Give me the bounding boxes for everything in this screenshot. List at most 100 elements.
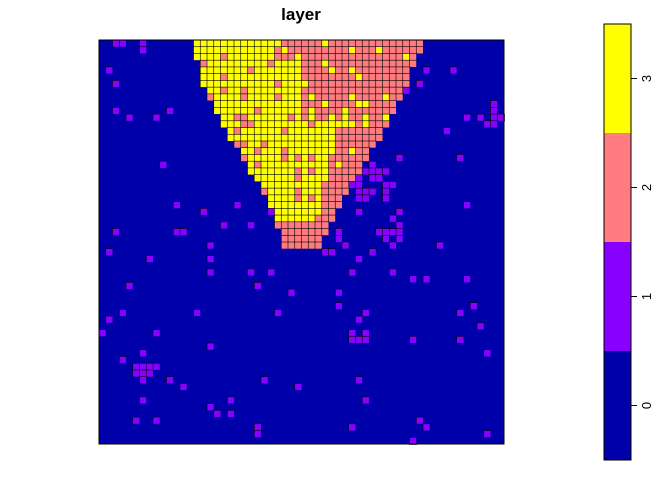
- raster-cell-class-0: [267, 356, 275, 364]
- raster-cell-class-0: [220, 201, 228, 209]
- raster-cell-class-2: [294, 228, 303, 237]
- raster-cell-class-0: [321, 329, 329, 337]
- raster-cell-class-0: [490, 188, 498, 196]
- raster-cell-class-0: [288, 383, 296, 391]
- raster-cell-class-0: [227, 356, 235, 364]
- raster-cell-class-0: [423, 100, 431, 108]
- raster-cell-class-0: [207, 316, 215, 324]
- raster-cell-class-3: [287, 147, 296, 156]
- raster-cell-class-0: [477, 356, 485, 364]
- raster-cell-class-0: [490, 343, 498, 351]
- raster-cell-class-0: [396, 262, 404, 270]
- raster-cell-class-0: [213, 363, 221, 371]
- raster-cell-class-0: [119, 201, 127, 209]
- raster-cell-class-0: [369, 201, 377, 209]
- raster-cell-class-0: [180, 107, 188, 115]
- raster-cell-class-0: [261, 369, 269, 378]
- raster-cell-class-0: [99, 343, 107, 351]
- raster-cell-class-2: [233, 127, 242, 136]
- raster-cell-class-0: [173, 120, 181, 129]
- raster-cell-class-0: [146, 228, 154, 236]
- raster-cell-class-0: [423, 107, 431, 115]
- raster-cell-class-0: [200, 363, 208, 371]
- raster-cell-class-0: [294, 255, 302, 263]
- raster-cell-class-0: [126, 396, 134, 405]
- raster-cell-class-1: [395, 208, 404, 216]
- raster-cell-class-0: [443, 289, 451, 297]
- raster-cell-class-0: [328, 316, 336, 324]
- raster-cell-class-0: [119, 322, 127, 331]
- raster-cell-class-2: [321, 53, 330, 62]
- raster-cell-class-2: [355, 86, 364, 95]
- raster-cell-class-0: [436, 46, 444, 54]
- raster-cell-class-1: [395, 234, 404, 243]
- raster-cell-class-0: [443, 147, 451, 155]
- raster-cell-class-0: [139, 167, 147, 176]
- raster-cell-class-0: [389, 396, 397, 405]
- raster-cell-class-0: [213, 235, 221, 243]
- raster-cell-class-0: [227, 201, 235, 209]
- raster-cell-class-2: [355, 59, 364, 68]
- raster-cell-class-0: [153, 221, 161, 230]
- raster-cell-class-0: [443, 73, 451, 81]
- raster-cell-class-0: [355, 423, 363, 432]
- raster-cell-class-2: [395, 93, 404, 102]
- raster-cell-class-0: [132, 228, 140, 236]
- raster-cell-class-0: [389, 390, 397, 398]
- raster-cell-class-0: [315, 322, 323, 331]
- raster-cell-class-0: [423, 53, 431, 61]
- raster-cell-class-0: [173, 174, 181, 182]
- raster-cell-class-0: [99, 215, 107, 223]
- raster-cell-class-0: [436, 201, 444, 209]
- raster-cell-class-0: [483, 134, 491, 142]
- raster-cell-class-0: [119, 154, 127, 162]
- raster-cell-class-0: [105, 423, 113, 432]
- raster-cell-class-0: [382, 423, 390, 432]
- raster-cell-class-3: [253, 73, 262, 82]
- raster-cell-class-2: [314, 234, 323, 243]
- raster-cell-class-0: [443, 215, 451, 223]
- raster-cell-class-2: [301, 107, 310, 115]
- raster-cell-class-0: [436, 80, 444, 88]
- raster-cell-class-0: [362, 363, 370, 371]
- raster-cell-class-1: [334, 302, 343, 311]
- raster-cell-class-0: [180, 369, 188, 378]
- raster-cell-class-0: [254, 215, 262, 223]
- raster-cell-class-3: [267, 181, 276, 189]
- raster-cell-class-0: [342, 201, 350, 209]
- raster-cell-class-0: [477, 289, 485, 297]
- raster-cell-class-0: [281, 369, 289, 378]
- raster-cell-class-0: [153, 390, 161, 398]
- raster-cell-class-2: [301, 73, 310, 82]
- raster-cell-class-0: [146, 403, 154, 411]
- raster-cell-class-3: [260, 120, 269, 129]
- raster-cell-class-0: [153, 40, 161, 48]
- raster-cell-class-0: [423, 221, 431, 230]
- raster-cell-class-3: [314, 174, 323, 183]
- raster-cell-class-0: [173, 127, 181, 135]
- raster-cell-class-0: [315, 349, 323, 357]
- raster-cell-class-0: [402, 134, 410, 142]
- raster-cell-class-0: [443, 167, 451, 176]
- raster-cell-class-0: [315, 289, 323, 297]
- raster-cell-class-0: [369, 369, 377, 378]
- raster-cell-class-0: [105, 87, 113, 95]
- raster-cell-class-0: [409, 181, 417, 189]
- raster-cell-class-0: [443, 161, 451, 169]
- raster-cell-class-2: [375, 39, 384, 48]
- raster-cell-class-0: [450, 147, 458, 155]
- raster-cell-class-3: [314, 154, 323, 163]
- raster-cell-class-0: [139, 309, 147, 317]
- raster-cell-class-0: [463, 134, 471, 142]
- raster-cell-class-0: [193, 141, 201, 149]
- raster-cell-class-0: [213, 120, 221, 129]
- raster-cell-class-0: [416, 194, 424, 203]
- raster-cell-class-0: [126, 390, 134, 398]
- raster-cell-class-2: [307, 86, 316, 95]
- raster-cell-class-3: [213, 80, 222, 88]
- raster-cell-class-0: [99, 295, 107, 304]
- raster-cell-class-0: [490, 147, 498, 155]
- raster-cell-class-0: [423, 390, 431, 398]
- raster-cell-class-0: [105, 275, 113, 283]
- raster-cell-class-0: [112, 417, 120, 425]
